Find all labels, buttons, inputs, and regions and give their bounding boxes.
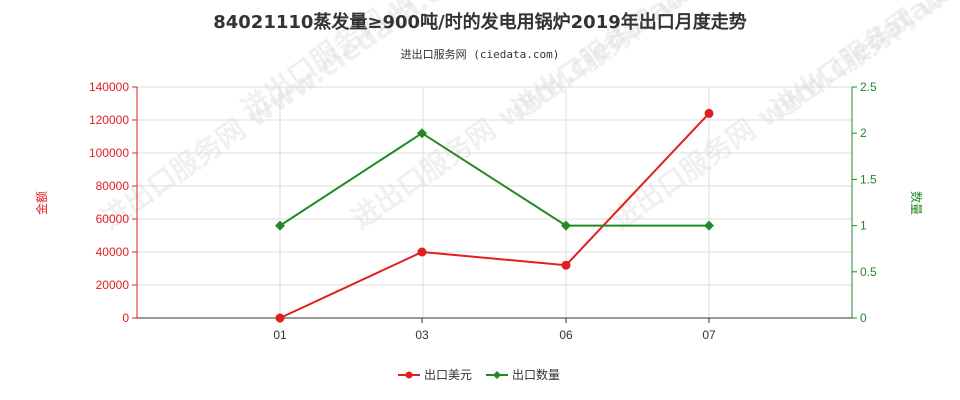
x-tick-label: 07 (702, 328, 716, 342)
y-left-axis-label: 金额 (34, 191, 49, 215)
data-point (417, 247, 427, 257)
x-tick-label: 06 (559, 328, 573, 342)
y-right-axis-label: 数量 (909, 191, 924, 215)
series (275, 108, 714, 323)
y-left-tick-label: 0 (122, 311, 129, 325)
y-right-tick-label: 1.5 (860, 172, 877, 186)
y-right-tick-label: 0.5 (860, 265, 877, 279)
watermark-text: 进出口服务网 www.ciedata.com (95, 0, 488, 236)
axes: 0 20000 40000 60000 80000 100000 120000 140000 0… (89, 80, 877, 342)
y-left-tick-label: 100000 (89, 146, 129, 160)
legend-label: 出口数量 (512, 367, 560, 382)
x-tick-label: 03 (415, 328, 429, 342)
data-point (561, 220, 571, 231)
y-left-tick-label: 140000 (89, 80, 129, 94)
chart-title: 84021110蒸发量≥900吨/时的发电用锅炉2019年出口月度走势 (213, 11, 747, 33)
legend-label: 出口美元 (424, 368, 472, 382)
legend-marker (405, 371, 413, 379)
data-point (704, 108, 714, 118)
y-left-tick-label: 40000 (96, 245, 130, 259)
y-left-tick-label: 20000 (96, 278, 130, 292)
y-left-tick-label: 120000 (89, 113, 129, 127)
y-right-tick-label: 1 (860, 219, 867, 233)
x-tick-label: 01 (273, 328, 287, 342)
series-line-export-usd (279, 112, 710, 319)
legend-marker (493, 371, 501, 379)
data-point (417, 128, 427, 139)
series-line-export-quantity (279, 132, 709, 227)
data-point (561, 260, 571, 270)
legend: 出口美元 出口数量 (398, 367, 560, 382)
data-point (704, 220, 714, 231)
y-right-tick-label: 2.5 (860, 80, 877, 94)
data-point (275, 313, 285, 323)
watermark-text: 进出口服务网 www.ciedata.com (765, 0, 960, 126)
y-left-tick-label: 80000 (96, 179, 130, 193)
y-left-tick-label: 60000 (96, 212, 130, 226)
y-right-tick-label: 2 (860, 126, 867, 140)
watermark-text: 进出口服务网 www.ciedata.com (345, 0, 738, 236)
y-right-tick-label: 0 (860, 311, 867, 325)
data-point (275, 220, 285, 231)
chart-subtitle: 进出口服务网 (ciedata.com) (401, 47, 560, 61)
